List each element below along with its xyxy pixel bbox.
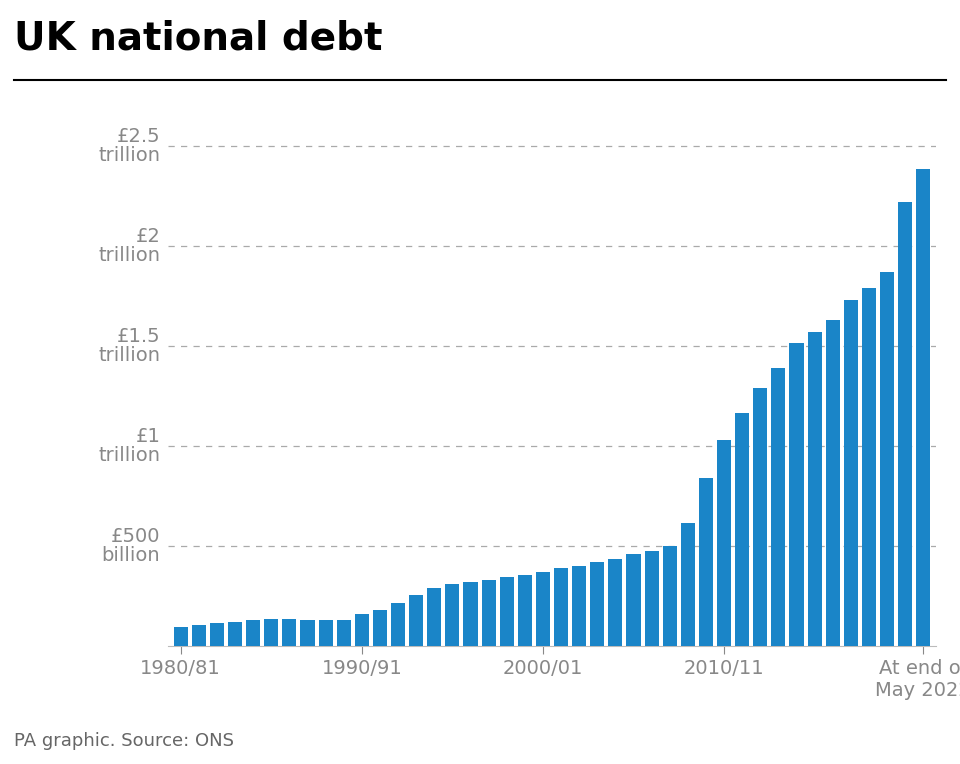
Bar (862, 287, 876, 646)
Bar (228, 622, 242, 646)
Bar (880, 271, 894, 646)
Bar (681, 523, 695, 646)
Bar (372, 610, 387, 646)
Bar (210, 623, 224, 646)
Bar (464, 582, 477, 646)
Bar (536, 571, 550, 646)
Bar (300, 620, 315, 646)
Bar (916, 169, 930, 646)
Text: £1.5: £1.5 (117, 326, 160, 345)
Text: PA graphic. Source: ONS: PA graphic. Source: ONS (14, 732, 234, 750)
Bar (174, 626, 188, 646)
Bar (391, 603, 405, 646)
Bar (735, 413, 749, 646)
Bar (192, 625, 205, 646)
Bar (609, 559, 622, 646)
Bar (499, 577, 514, 646)
Bar (572, 565, 587, 646)
Bar (771, 367, 785, 646)
Text: billion: billion (102, 546, 160, 565)
Bar (754, 387, 767, 646)
Bar (264, 619, 278, 646)
Bar (789, 342, 804, 646)
Text: trillion: trillion (98, 446, 160, 465)
Bar (554, 568, 568, 646)
Text: £1: £1 (135, 426, 160, 445)
Bar (627, 555, 640, 646)
Bar (409, 594, 423, 646)
Text: trillion: trillion (98, 346, 160, 365)
Text: £2.5: £2.5 (117, 127, 160, 145)
Bar (445, 584, 460, 646)
Text: UK national debt: UK national debt (14, 19, 383, 57)
Bar (337, 620, 350, 646)
Bar (282, 619, 297, 646)
Bar (482, 580, 495, 646)
Text: trillion: trillion (98, 246, 160, 265)
Text: £2: £2 (135, 226, 160, 245)
Bar (517, 575, 532, 646)
Bar (699, 478, 713, 646)
Bar (246, 620, 260, 646)
Text: £500: £500 (110, 526, 160, 545)
Bar (662, 546, 677, 646)
Text: trillion: trillion (98, 146, 160, 165)
Bar (355, 613, 369, 646)
Bar (717, 439, 732, 646)
Bar (427, 588, 442, 646)
Bar (644, 551, 659, 646)
Bar (590, 562, 605, 646)
Bar (826, 319, 840, 646)
Bar (844, 299, 858, 646)
Bar (319, 620, 333, 646)
Bar (807, 332, 822, 646)
Bar (899, 202, 912, 646)
